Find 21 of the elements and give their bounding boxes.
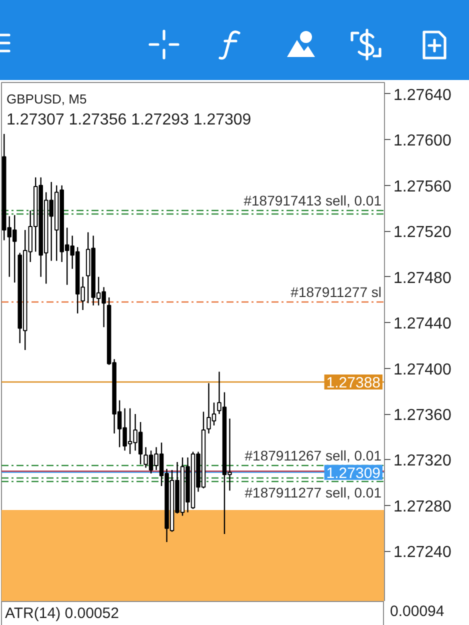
y-tick-label: 1.27640: [394, 86, 452, 104]
ref-line-label: #187911277 sl: [290, 284, 382, 300]
y-tick-label: 1.27240: [394, 544, 452, 562]
y-tick-label: 1.27480: [394, 270, 452, 287]
y-tick-label: 1.27360: [394, 407, 452, 424]
y-tick-label: 1.27320: [394, 452, 452, 470]
ref-line-label: #187917413 sell, 0.01: [244, 192, 382, 209]
ref-line-label: 1.27388: [326, 374, 381, 392]
text: 0.00094: [390, 603, 444, 620]
y-tick-label: 1.27600: [394, 132, 452, 150]
ref-line-label: #187911277 sell, 0.01: [244, 484, 382, 500]
y-tick-label: 1.27440: [394, 316, 452, 333]
ref-line-label: 1.27309: [326, 464, 381, 482]
text: ATR(14) 0.00052: [5, 605, 119, 622]
y-tick-label: 1.27520: [394, 224, 452, 242]
text: 1.27307 1.27356 1.27293 1.27309: [6, 112, 252, 128]
y-tick-label: 1.27280: [394, 498, 452, 516]
y-tick-label: 1.27560: [394, 178, 452, 196]
y-tick-label: 1.27400: [394, 361, 452, 378]
ref-line-label: #187911267 sell, 0.01: [244, 447, 382, 464]
text: GBPUSD, M5: [6, 92, 87, 106]
